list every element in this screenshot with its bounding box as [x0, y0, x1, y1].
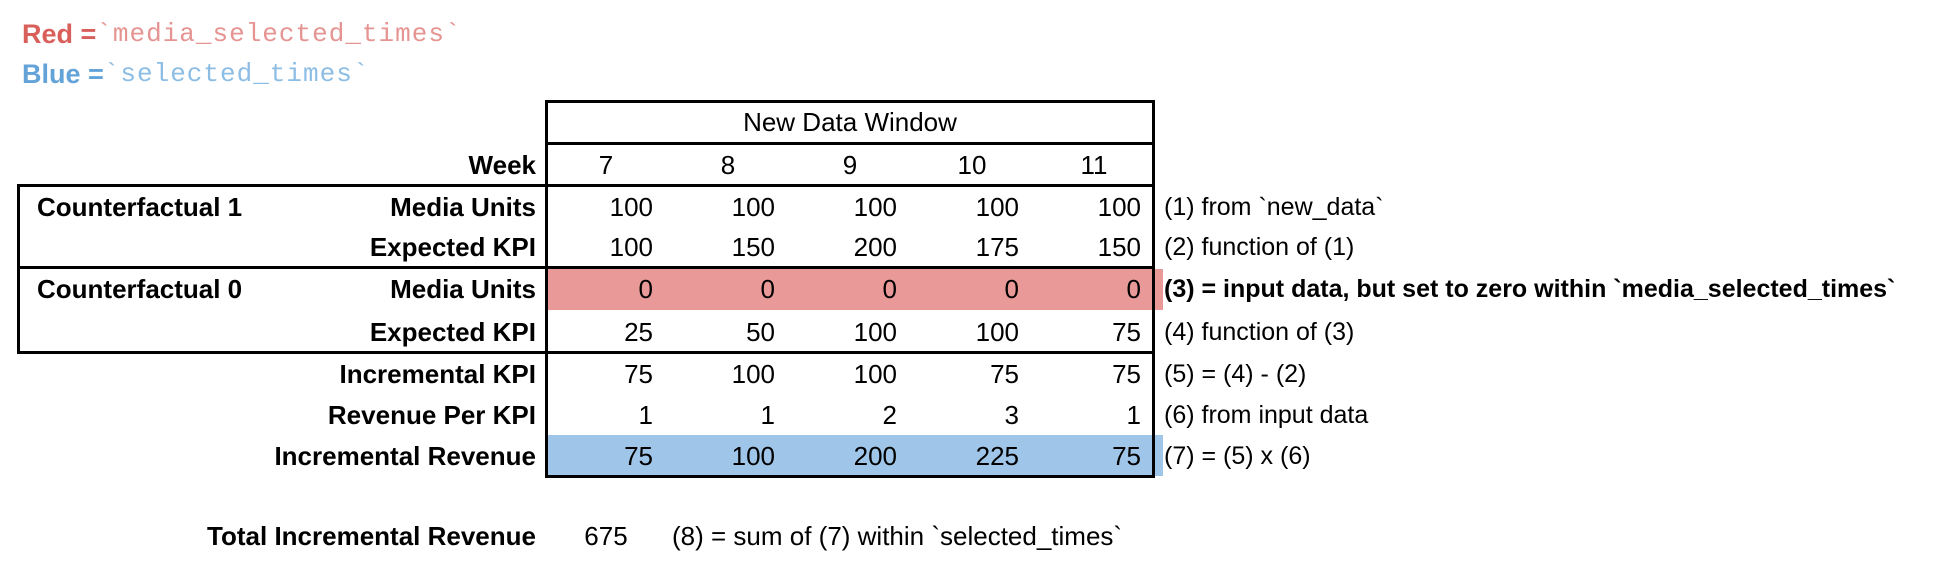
value-cell: 100	[853, 358, 897, 389]
counterfactual0-bottom-border	[17, 351, 1155, 354]
value-cell: 100	[1097, 191, 1141, 222]
value-cell: 75	[1112, 316, 1141, 347]
value-cell: 100	[609, 231, 653, 262]
table-header: New Data Window	[743, 106, 957, 137]
week-tick: 7	[598, 149, 614, 180]
table-right-border	[1152, 100, 1155, 478]
value-cell: 225	[975, 440, 1019, 471]
legend-red-label: Red =	[22, 18, 97, 49]
value-cell: 3	[1004, 399, 1019, 430]
group-label: Counterfactual 1	[37, 191, 243, 222]
value-cell: 1	[760, 399, 775, 430]
total-value: 675	[584, 520, 628, 551]
value-cell: 75	[1112, 358, 1141, 389]
value-cell: 0	[760, 273, 775, 304]
header-divider-border	[545, 142, 1155, 145]
value-cell: 100	[853, 316, 897, 347]
value-cell: 100	[731, 440, 775, 471]
row-annotation: (5) = (4) - (2)	[1164, 359, 1307, 388]
legend-red-line: Red = `media_selected_times`	[22, 14, 462, 54]
week-row: Week 7 8 9 10 11	[0, 146, 1960, 184]
row-annotation: (2) function of (1)	[1164, 232, 1355, 261]
table-row-expected-kpi-cf0: Expected KPI 25 50 100 100 75 (4) functi…	[0, 312, 1960, 352]
counterfactual-divider-border	[17, 266, 1155, 269]
week-tick: 9	[842, 149, 858, 180]
row-label: Incremental KPI	[339, 358, 536, 389]
table-row-media-units-cf0: Counterfactual 0 Media Units 0 0 0 0 0 (…	[0, 269, 1960, 309]
value-cell: 75	[1112, 440, 1141, 471]
value-cell: 25	[624, 316, 653, 347]
value-cell: 100	[731, 191, 775, 222]
row-annotation: (7) = (5) x (6)	[1164, 441, 1311, 470]
value-cell: 150	[731, 231, 775, 262]
value-cell: 2	[882, 399, 897, 430]
value-cell: 75	[624, 440, 653, 471]
value-cell: 100	[975, 316, 1019, 347]
group-label: Counterfactual 0	[37, 273, 243, 304]
total-label: Total Incremental Revenue	[207, 520, 536, 551]
week-bottom-border	[17, 184, 1155, 187]
selected-times-blue-band	[546, 435, 1163, 476]
legend-blue-code: `selected_times`	[103, 59, 370, 89]
table-left-border	[545, 100, 548, 478]
row-annotation: (1) from `new_data`	[1164, 192, 1384, 221]
total-annotation: (8) = sum of (7) within `selected_times`	[672, 520, 1123, 551]
value-cell: 100	[975, 191, 1019, 222]
table-row-incremental-revenue: Incremental Revenue 75 100 200 225 75 (7…	[0, 436, 1960, 476]
value-cell: 0	[1004, 273, 1019, 304]
row-label: Media Units	[390, 191, 536, 222]
value-cell: 0	[638, 273, 653, 304]
table-bottom-border	[545, 475, 1155, 478]
table-row-incremental-kpi: Incremental KPI 75 100 100 75 75 (5) = (…	[0, 354, 1960, 394]
value-cell: 100	[731, 358, 775, 389]
value-cell: 50	[746, 316, 775, 347]
media-selected-times-red-band	[546, 269, 1163, 310]
table-row-expected-kpi-cf1: Expected KPI 100 150 200 175 150 (2) fun…	[0, 227, 1960, 267]
value-cell: 100	[853, 191, 897, 222]
legend-blue-line: Blue = `selected_times`	[22, 54, 462, 94]
legend-blue-label: Blue =	[22, 58, 104, 89]
legend-red-code: `media_selected_times`	[96, 19, 462, 49]
row-label: Media Units	[390, 273, 536, 304]
group-box-left-border	[17, 184, 20, 354]
week-tick: 10	[957, 149, 987, 180]
value-cell: 1	[638, 399, 653, 430]
value-cell: 175	[975, 231, 1019, 262]
value-cell: 1	[1126, 399, 1141, 430]
row-label: Expected KPI	[369, 316, 536, 347]
table-row-revenue-per-kpi: Revenue Per KPI 1 1 2 3 1 (6) from input…	[0, 395, 1960, 435]
value-cell: 75	[624, 358, 653, 389]
value-cell: 0	[882, 273, 897, 304]
value-cell: 200	[853, 440, 897, 471]
row-label: Revenue Per KPI	[327, 399, 536, 430]
week-tick: 11	[1080, 149, 1108, 180]
total-incremental-revenue-row: Total Incremental Revenue 675 (8) = sum …	[0, 518, 1960, 554]
row-annotation: (4) function of (3)	[1164, 317, 1355, 346]
value-cell: 75	[990, 358, 1019, 389]
value-cell: 200	[853, 231, 897, 262]
row-annotation: (6) from input data	[1164, 400, 1369, 429]
week-label: Week	[468, 149, 536, 180]
row-label: Incremental Revenue	[274, 440, 536, 471]
row-annotation: (3) = input data, but set to zero within…	[1164, 274, 1896, 303]
week-tick: 8	[720, 149, 736, 180]
table-row-media-units-cf1: Counterfactual 1 Media Units 100 100 100…	[0, 187, 1960, 227]
color-legend: Red = `media_selected_times` Blue = `sel…	[22, 14, 462, 94]
header-top-border	[545, 100, 1155, 103]
row-label: Expected KPI	[369, 231, 536, 262]
value-cell: 100	[609, 191, 653, 222]
value-cell: 0	[1126, 273, 1141, 304]
value-cell: 150	[1097, 231, 1141, 262]
